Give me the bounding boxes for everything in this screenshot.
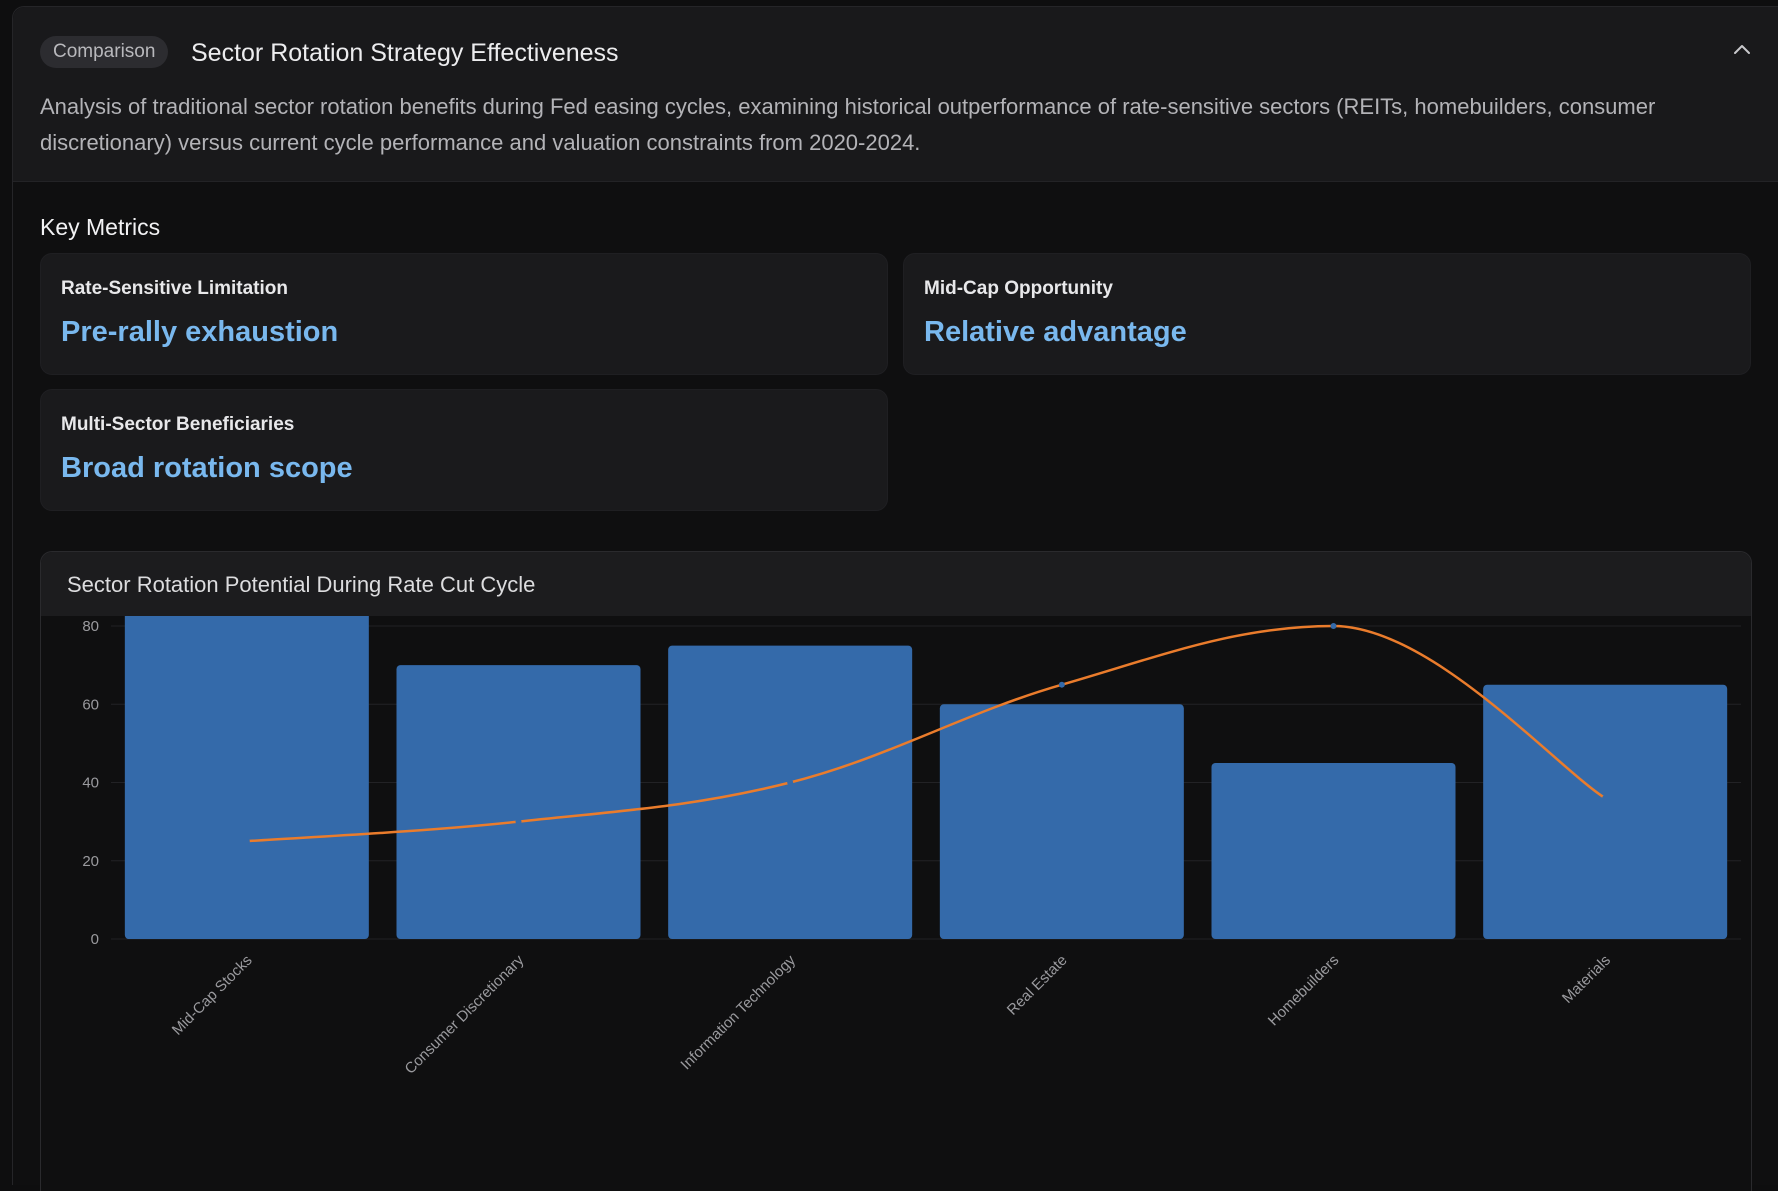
analysis-card: Comparison Sector Rotation Strategy Effe… <box>12 6 1778 1191</box>
card-description: Analysis of traditional sector rotation … <box>40 94 1656 155</box>
metric-rate-sensitive-limitation: Rate-Sensitive Limitation Pre-rally exha… <box>40 253 888 375</box>
x-tick-label: Homebuilders <box>1265 952 1342 1029</box>
line-point <box>1058 681 1065 688</box>
metric-value: Relative advantage <box>924 316 1187 348</box>
line-point <box>1602 795 1609 802</box>
metric-label: Multi-Sector Beneficiaries <box>61 414 295 435</box>
y-tick-label: 20 <box>82 853 99 870</box>
y-tick-label: 0 <box>91 931 99 948</box>
sector-rotation-chart: 0 20 40 60 80 Mid-Cap Stocks Consumer Discreti… <box>82 616 1741 1078</box>
x-tick-label: Materials <box>1559 952 1614 1007</box>
chevron-up-icon[interactable] <box>1729 37 1755 63</box>
metric-label: Mid-Cap Opportunity <box>924 278 1113 299</box>
bar <box>939 704 1184 939</box>
line-point <box>515 818 522 825</box>
metric-mid-cap-opportunity: Mid-Cap Opportunity Relative advantage <box>903 253 1751 375</box>
metric-value: Pre-rally exhaustion <box>61 316 339 348</box>
x-tick-label: Consumer Discretionary <box>402 951 528 1077</box>
card-title: Sector Rotation Strategy Effectiveness <box>191 39 619 67</box>
bar <box>1483 684 1728 939</box>
x-tick-label: Information Technology <box>677 951 799 1073</box>
card-header: Comparison Sector Rotation Strategy Effe… <box>13 7 1778 182</box>
chart-title: Sector Rotation Potential During Rate Cu… <box>67 572 536 597</box>
trend-line <box>246 624 1606 843</box>
metric-multi-sector-beneficiaries: Multi-Sector Beneficiaries Broad rotatio… <box>40 389 888 511</box>
key-metrics-title: Key Metrics <box>40 214 161 240</box>
x-tick-label: Mid-Cap Stocks <box>169 952 256 1039</box>
bar <box>668 645 913 939</box>
metric-value: Broad rotation scope <box>61 452 353 484</box>
metric-label: Rate-Sensitive Limitation <box>61 278 288 299</box>
line-point <box>243 838 250 845</box>
y-tick-label: 40 <box>82 775 99 792</box>
bar <box>1211 762 1456 939</box>
x-tick-label: Real Estate <box>1004 952 1071 1019</box>
y-tick-label: 60 <box>82 696 99 713</box>
category-badge: Comparison <box>40 36 169 68</box>
line-point <box>787 779 794 786</box>
y-tick-label: 80 <box>82 618 99 635</box>
line-point <box>1330 623 1337 629</box>
chart-panel: Sector Rotation Potential During Rate Cu… <box>40 551 1752 1191</box>
bar <box>124 616 369 939</box>
chart-header: Sector Rotation Potential During Rate Cu… <box>41 552 1751 616</box>
bar <box>396 665 641 939</box>
